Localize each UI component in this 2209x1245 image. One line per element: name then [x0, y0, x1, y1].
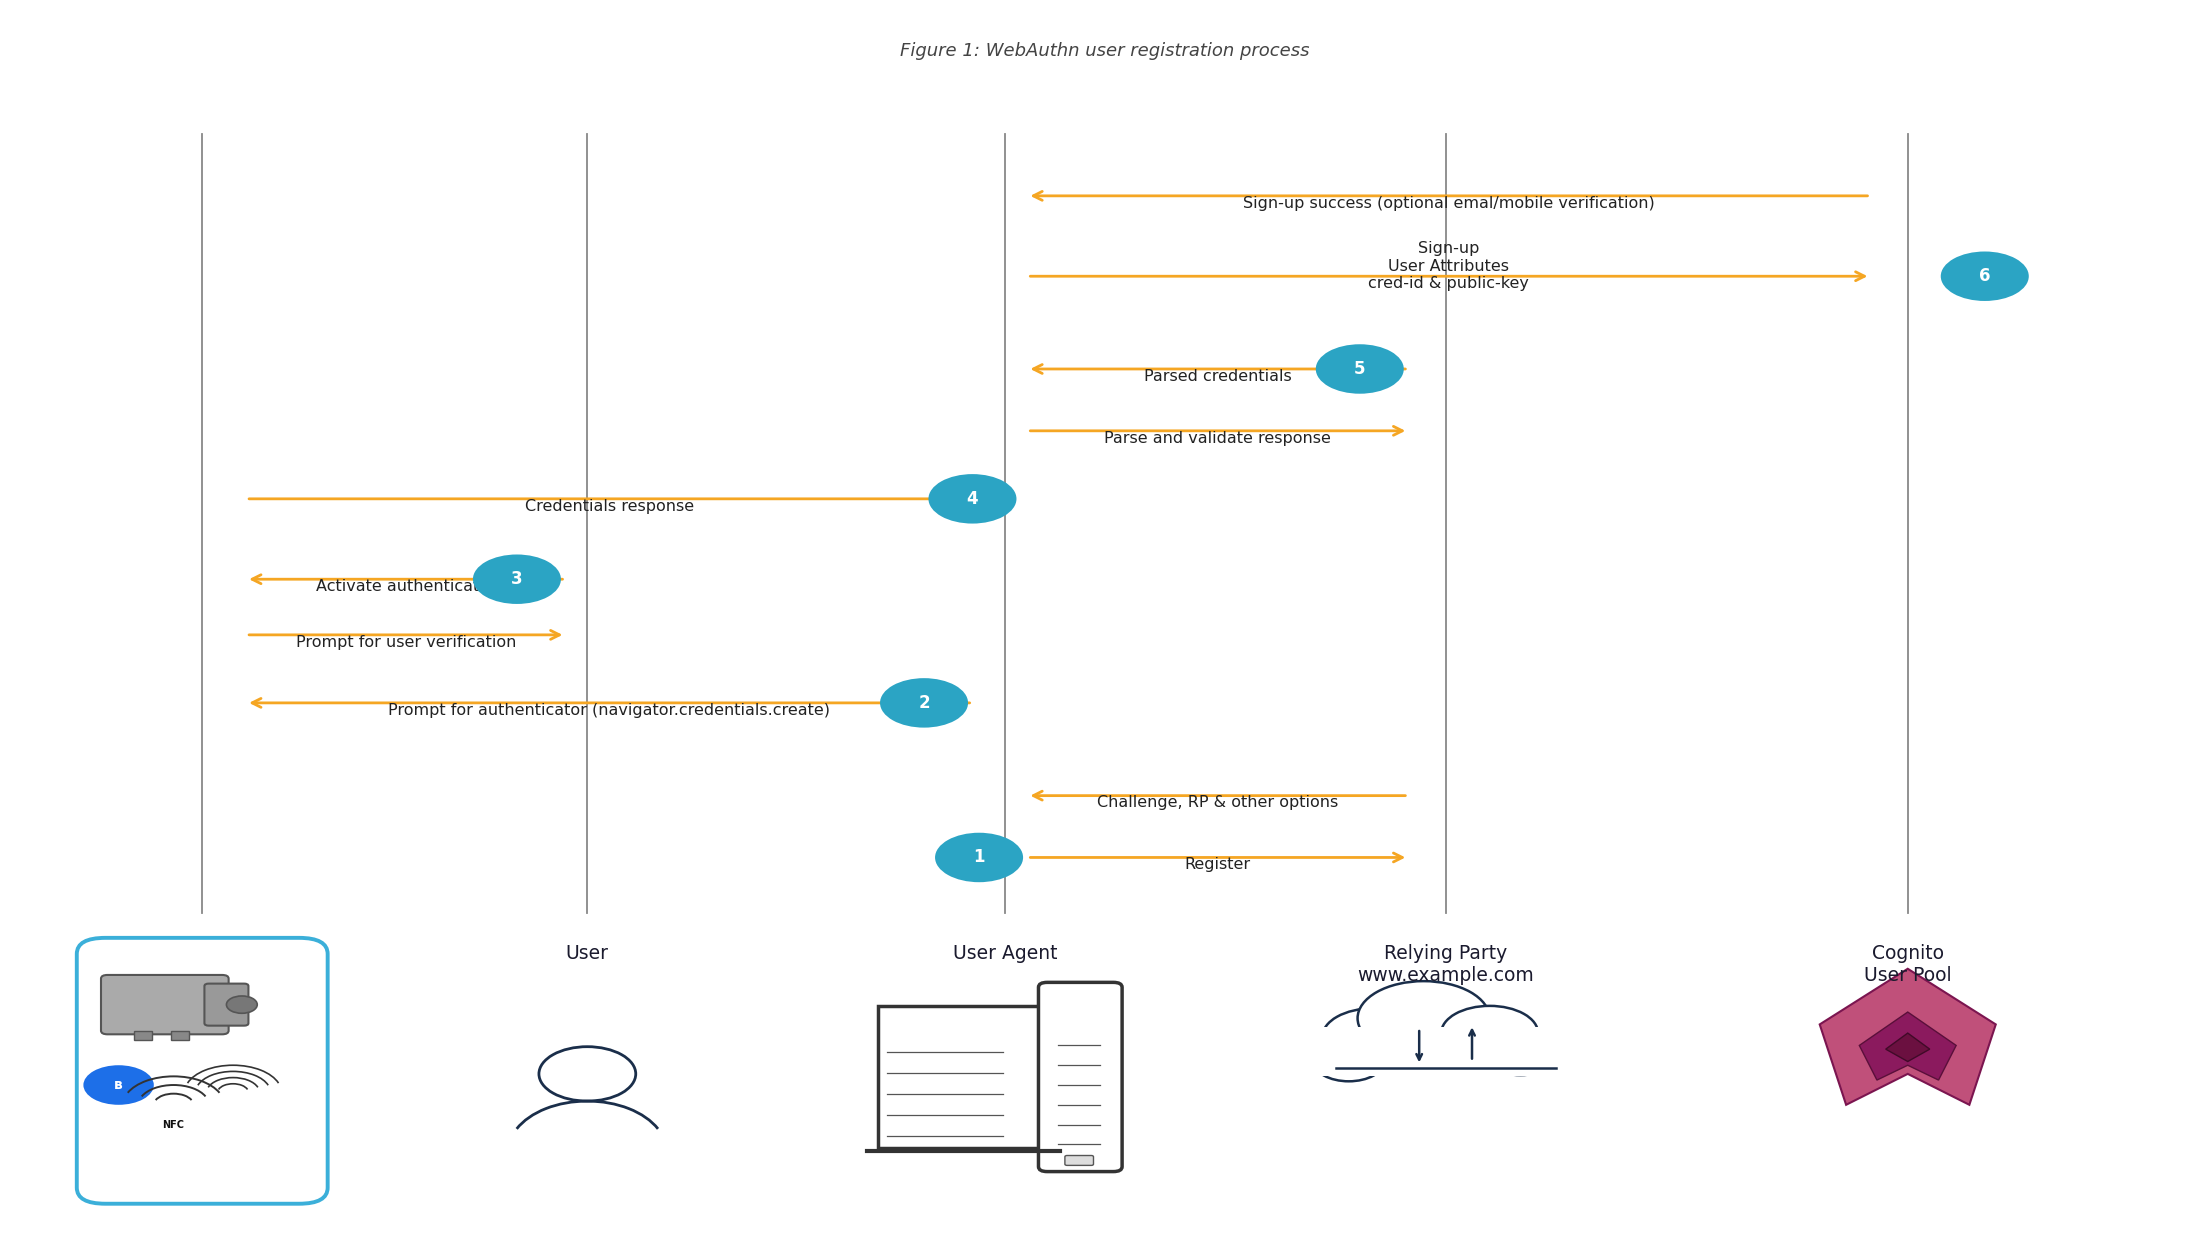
Text: Credentials response: Credentials response	[526, 499, 694, 514]
Text: Sign-up
User Attributes
cred-id & public-key: Sign-up User Attributes cred-id & public…	[1367, 242, 1529, 291]
Text: Prompt for user verification: Prompt for user verification	[296, 635, 517, 650]
FancyBboxPatch shape	[77, 937, 327, 1204]
Text: User: User	[566, 944, 610, 964]
Text: Prompt for authenticator (navigator.credentials.create): Prompt for authenticator (navigator.cred…	[389, 702, 831, 717]
Text: Sign-up success (optional emal/mobile verification): Sign-up success (optional emal/mobile ve…	[1244, 195, 1655, 210]
Text: User Agent: User Agent	[954, 944, 1058, 964]
Polygon shape	[1886, 1033, 1931, 1062]
Text: Register: Register	[1184, 858, 1250, 873]
Circle shape	[934, 833, 1023, 883]
Polygon shape	[1820, 969, 1995, 1104]
Polygon shape	[1860, 1012, 1957, 1081]
Text: 3: 3	[510, 570, 524, 588]
Text: Parse and validate response: Parse and validate response	[1104, 431, 1332, 446]
Text: 6: 6	[1979, 268, 1990, 285]
Circle shape	[1942, 251, 2028, 301]
Circle shape	[1480, 1031, 1560, 1076]
FancyBboxPatch shape	[1038, 982, 1122, 1172]
Text: 2: 2	[919, 693, 930, 712]
Circle shape	[1359, 981, 1489, 1056]
Circle shape	[1323, 1008, 1423, 1066]
Circle shape	[539, 1047, 636, 1101]
Text: Activate authenticator: Activate authenticator	[316, 579, 495, 594]
Circle shape	[84, 1066, 155, 1104]
Text: Challenge, RP & other options: Challenge, RP & other options	[1098, 796, 1339, 810]
Circle shape	[1317, 345, 1403, 393]
Bar	[135, 1031, 152, 1041]
Text: NFC: NFC	[163, 1119, 186, 1129]
Circle shape	[928, 474, 1016, 524]
Bar	[1310, 1027, 1582, 1077]
Text: Parsed credentials: Parsed credentials	[1144, 369, 1292, 383]
Circle shape	[879, 679, 968, 727]
Text: 4: 4	[968, 489, 979, 508]
Circle shape	[473, 554, 561, 604]
Circle shape	[228, 996, 256, 1013]
Text: 1: 1	[974, 848, 985, 867]
FancyBboxPatch shape	[1065, 1155, 1093, 1165]
Text: ʙ: ʙ	[115, 1078, 124, 1092]
Circle shape	[1314, 1042, 1385, 1082]
Bar	[172, 1031, 190, 1041]
FancyBboxPatch shape	[877, 1006, 1047, 1148]
Text: 5: 5	[1354, 360, 1365, 378]
Text: Figure 1: WebAuthn user registration process: Figure 1: WebAuthn user registration pro…	[899, 42, 1310, 60]
FancyBboxPatch shape	[102, 975, 230, 1035]
FancyBboxPatch shape	[205, 984, 247, 1026]
Text: Cognito
User Pool: Cognito User Pool	[1864, 944, 1951, 985]
Circle shape	[1440, 1006, 1537, 1061]
Text: Relying Party
www.example.com: Relying Party www.example.com	[1356, 944, 1533, 985]
